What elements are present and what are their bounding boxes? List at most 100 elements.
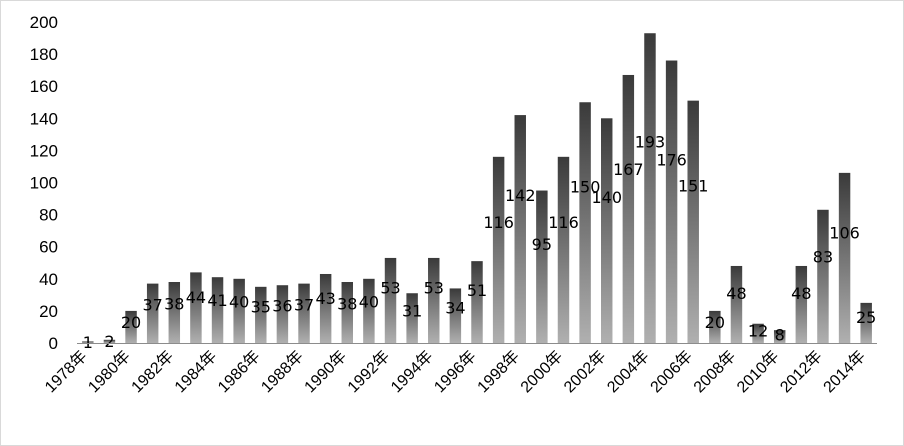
x-tick-label: 1992年 <box>344 347 393 396</box>
data-label: 44 <box>186 288 206 307</box>
data-label: 151 <box>678 176 709 195</box>
x-tick-label: 1996年 <box>431 347 480 396</box>
x-tick-label: 2004年 <box>604 347 653 396</box>
bar <box>687 100 699 344</box>
y-tick-label: 180 <box>30 45 58 64</box>
bar <box>773 330 786 343</box>
bar <box>536 190 548 343</box>
data-label: 48 <box>791 284 811 303</box>
bar <box>622 74 635 343</box>
data-label: 8 <box>775 326 785 345</box>
data-label: 35 <box>251 297 271 316</box>
bar <box>752 323 764 343</box>
bars <box>82 33 872 344</box>
bar <box>730 265 743 343</box>
data-label: 2 <box>104 332 114 351</box>
bar <box>601 118 613 343</box>
data-label: 31 <box>402 302 422 321</box>
bar <box>644 33 656 344</box>
data-label: 37 <box>142 295 162 314</box>
data-label: 37 <box>294 295 314 314</box>
y-tick-label: 60 <box>39 238 58 257</box>
data-label: 20 <box>705 313 725 332</box>
data-label: 41 <box>207 291 227 310</box>
data-label: 116 <box>483 213 514 232</box>
data-label: 116 <box>548 213 579 232</box>
bar <box>276 285 289 343</box>
data-label: 51 <box>467 281 487 300</box>
bar <box>471 261 483 343</box>
bar <box>492 156 505 343</box>
x-tick-label: 2000年 <box>517 347 566 396</box>
x-tick-label: 1986年 <box>214 347 263 396</box>
y-tick-label: 120 <box>30 141 58 160</box>
y-axis-ticks: 0 20 40 60 80 100 120 140 160 180 200 <box>30 13 58 353</box>
x-tick-label: 1984年 <box>171 347 220 396</box>
data-label: 40 <box>229 292 249 311</box>
y-tick-label: 100 <box>30 174 58 193</box>
y-tick-label: 40 <box>39 270 58 289</box>
bar <box>428 257 440 343</box>
bar <box>817 209 829 343</box>
x-tick-label: 1980年 <box>85 347 134 396</box>
x-tick-label: 2008年 <box>690 347 739 396</box>
bar <box>665 60 678 344</box>
x-tick-label: 2006年 <box>647 347 696 396</box>
bar <box>341 282 353 343</box>
data-label: 106 <box>829 223 860 242</box>
bar <box>82 341 94 343</box>
x-tick-label: 2014年 <box>820 347 869 396</box>
x-tick-label: 2012年 <box>777 347 826 396</box>
data-label: 34 <box>445 299 465 318</box>
bar <box>255 286 267 343</box>
x-tick-label: 2010年 <box>733 347 782 396</box>
data-label: 1 <box>83 333 93 352</box>
y-tick-label: 160 <box>30 77 58 96</box>
data-label: 48 <box>726 284 746 303</box>
data-label: 95 <box>532 235 552 254</box>
bar <box>103 339 116 343</box>
bar <box>838 172 851 343</box>
x-tick-label: 1978年 <box>41 347 90 396</box>
data-label: 83 <box>813 247 833 266</box>
bar <box>384 257 397 343</box>
bar <box>190 272 202 343</box>
bar <box>406 293 418 343</box>
bar <box>211 277 224 343</box>
y-tick-label: 140 <box>30 109 58 128</box>
data-label: 53 <box>424 279 444 298</box>
bar <box>298 283 310 343</box>
data-label: 140 <box>591 188 622 207</box>
bar <box>709 310 721 343</box>
bar <box>125 310 137 343</box>
data-label: 40 <box>359 292 379 311</box>
x-tick-label: 1994年 <box>387 347 436 396</box>
x-axis-ticks: 1978年1980年1982年1984年1986年1988年1990年1992年… <box>41 347 869 396</box>
bar <box>579 102 591 343</box>
y-tick-label: 0 <box>49 334 58 353</box>
data-label: 142 <box>505 186 536 205</box>
bar <box>514 115 526 343</box>
data-label: 150 <box>570 178 601 197</box>
x-tick-label: 1998年 <box>474 347 523 396</box>
data-label: 36 <box>272 296 292 315</box>
bar <box>168 282 181 343</box>
y-tick-label: 20 <box>39 302 58 321</box>
data-label: 193 <box>635 133 666 152</box>
bar <box>233 278 245 343</box>
data-label: 12 <box>748 321 768 340</box>
data-label: 38 <box>337 294 357 313</box>
data-label: 43 <box>315 289 335 308</box>
bar <box>860 302 872 343</box>
bar <box>146 283 159 343</box>
bar <box>319 273 332 343</box>
bar <box>449 288 462 343</box>
data-label: 167 <box>613 160 644 179</box>
x-tick-label: 2002年 <box>560 347 609 396</box>
data-label: 38 <box>164 294 184 313</box>
data-label: 25 <box>856 308 876 327</box>
data-label: 20 <box>121 313 141 332</box>
